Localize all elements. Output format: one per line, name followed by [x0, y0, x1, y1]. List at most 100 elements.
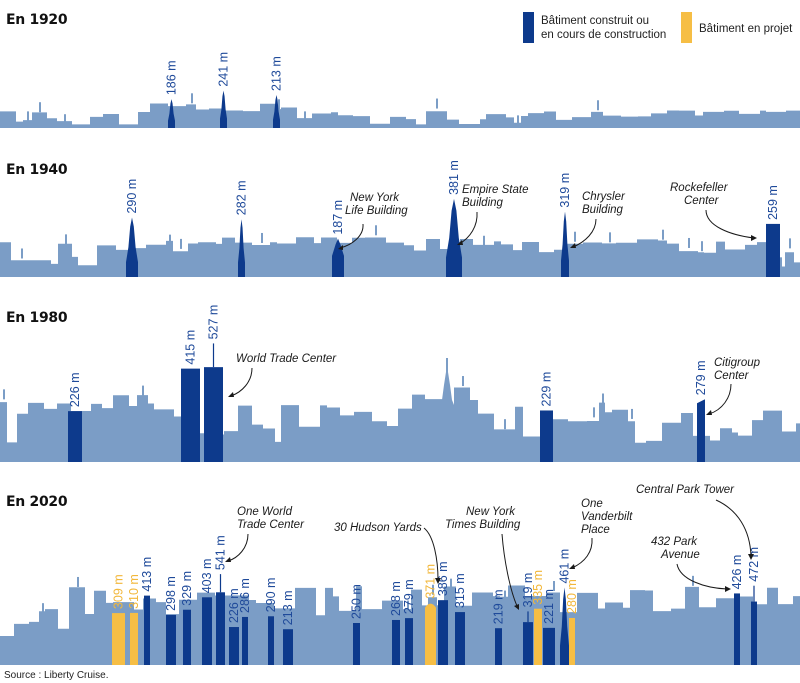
background-spire	[504, 590, 506, 601]
arrow-rockefeller	[705, 209, 755, 239]
annotation-central-park: Central Park Tower	[636, 484, 735, 496]
background-spire	[278, 99, 280, 110]
building-bar	[112, 613, 125, 665]
building-height-label: 403 m	[200, 559, 214, 594]
panel-title-1940: En 1940	[6, 162, 68, 178]
panel-title-1980: En 1980	[6, 310, 68, 326]
annotation-nytimes: New York Times Building	[445, 506, 521, 531]
background-empire-state-spire	[446, 358, 448, 374]
legend-swatch-projected	[681, 12, 692, 43]
building-bar	[202, 597, 212, 665]
background-spire	[504, 419, 506, 430]
background-spire	[261, 232, 263, 243]
annotations: New York Life Building Empire State Buildi…	[225, 182, 761, 610]
building-bar	[204, 367, 223, 462]
building-bar	[168, 99, 175, 128]
building-height-label: 282 m	[235, 180, 249, 215]
arrowhead-rockefeller	[751, 235, 757, 241]
building-bar	[543, 627, 555, 665]
building-bar	[734, 593, 740, 665]
annotation-rockefeller: Rockefeller Center	[670, 182, 729, 207]
building-height-label: 329 m	[180, 571, 194, 606]
arrow-vanderbilt	[571, 537, 593, 569]
building-bar	[166, 614, 176, 665]
annotation-citigroup: Citigroup Center	[714, 357, 761, 382]
arrow-citigroup	[708, 383, 732, 415]
building-height-label: 319 m	[558, 173, 572, 208]
arrow-432-park	[676, 563, 728, 590]
background-spire	[65, 234, 67, 245]
building-height-label: 461 m	[558, 549, 572, 584]
buildings-1920: 186 m 241 m 213 m	[165, 52, 284, 128]
building-bar	[353, 623, 360, 665]
building-height-label: 315 m	[453, 573, 467, 608]
building-height-label: 290 m	[264, 578, 278, 613]
background-spire	[432, 584, 434, 595]
building-height-label: 371 m	[424, 564, 438, 599]
building-height-label: 250 m	[350, 584, 364, 619]
annotation-nylife: New York Life Building	[345, 192, 408, 217]
building-bar	[495, 628, 502, 665]
buildings-1940: 290 m 282 m 187 m 381 m 319 m 259 m	[125, 160, 780, 277]
building-bar	[697, 399, 705, 462]
arrowhead-nytimes	[514, 604, 519, 610]
arrowhead-nylife	[338, 245, 343, 250]
arrowhead-one-wtc	[225, 557, 231, 562]
background-skyline-shape	[0, 387, 800, 462]
background-spire	[597, 100, 599, 111]
arrowhead-vanderbilt	[569, 564, 575, 569]
building-bar	[126, 217, 138, 277]
building-bar	[238, 219, 245, 277]
building-height-label: 241 m	[217, 52, 231, 87]
annotation-vanderbilt: One Vanderbilt Place	[581, 498, 633, 536]
arrow-hudson-yards	[423, 527, 439, 581]
building-bar	[540, 410, 553, 462]
annotation-432-park: 432 Park Avenue	[651, 536, 700, 561]
building-height-label: 213 m	[281, 590, 295, 625]
background-spire	[662, 229, 664, 240]
background-spire	[39, 102, 41, 113]
arrowhead-central-park	[748, 554, 754, 560]
building-height-label: 541 m	[214, 535, 228, 570]
panel-title-1920: En 1920	[6, 12, 68, 28]
background-spire	[27, 111, 29, 122]
background-spire	[701, 241, 703, 252]
building-bar	[561, 211, 569, 277]
background-spire	[574, 231, 576, 242]
building-bar	[273, 94, 280, 128]
arrowhead-citigroup	[706, 410, 712, 415]
building-height-label: 386 m	[436, 561, 450, 596]
legend-built-line1: Bâtiment construit ou	[541, 15, 649, 27]
arrowhead-432-park	[725, 586, 731, 592]
arrowhead-chrysler	[570, 243, 576, 248]
building-height-label: 226 m	[227, 588, 241, 623]
background-spire	[407, 600, 409, 611]
background-spire	[553, 581, 555, 592]
building-bar	[455, 612, 465, 665]
building-bar	[242, 616, 248, 665]
building-bar	[181, 368, 200, 462]
background-skyline-shape	[0, 103, 800, 128]
building-bar	[268, 616, 274, 665]
background-spire	[169, 234, 171, 245]
arrow-central-park	[715, 499, 752, 557]
annotation-one-wtc: One World Trade Center	[237, 506, 305, 531]
building-bar	[220, 90, 227, 128]
arrow-nytimes	[501, 533, 518, 607]
background-spire	[593, 407, 595, 418]
background-spire	[462, 376, 464, 387]
building-antenna	[753, 585, 755, 602]
building-height-label: 219 m	[492, 589, 506, 624]
building-height-label: 259 m	[766, 185, 780, 220]
building-bar	[766, 223, 780, 277]
source-note: Source : Liberty Cruise.	[4, 670, 109, 681]
building-height-label: 229 m	[540, 372, 554, 407]
building-height-label: 226 m	[68, 372, 82, 407]
arrow-wtc	[230, 367, 253, 397]
building-height-label: 268 m	[389, 581, 403, 616]
background-skyline-1920	[0, 93, 800, 128]
building-antenna	[527, 611, 529, 623]
annotation-wtc: World Trade Center	[236, 353, 337, 365]
building-bar	[68, 411, 82, 462]
arrowhead-wtc	[228, 392, 234, 397]
